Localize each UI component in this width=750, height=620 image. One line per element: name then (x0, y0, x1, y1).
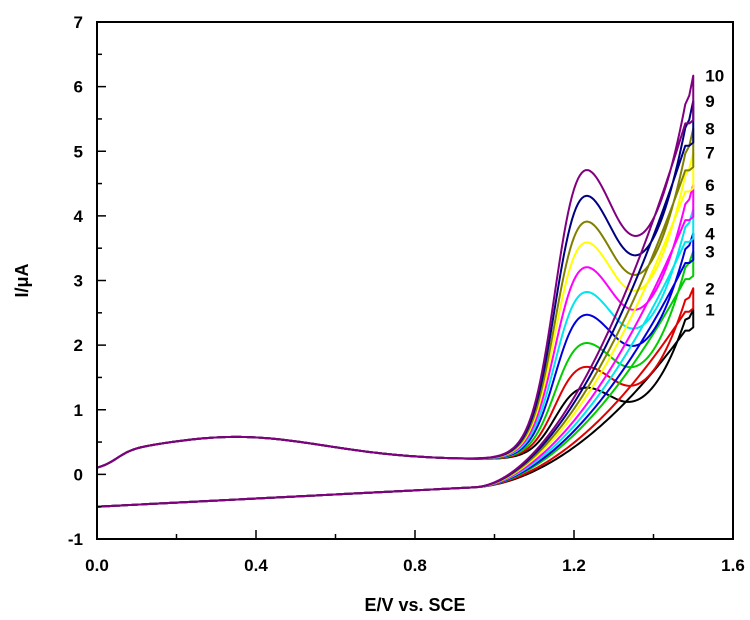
y-tick-label: 2 (74, 336, 83, 355)
curve-labels-group: 1 2 34 5 6 7 8 9 10 (705, 67, 724, 320)
curve-label-5: 5 (705, 200, 714, 219)
y-axis-title: I/μA (12, 263, 32, 297)
x-axis-title: E/V vs. SCE (364, 595, 465, 615)
y-tick-label: 3 (74, 272, 83, 291)
curve-label-2: 2 (705, 279, 714, 298)
curve-label-4: 4 (705, 224, 715, 243)
plot-frame (96, 21, 734, 540)
series-line-7 (96, 151, 695, 508)
y-tick-label: 7 (74, 13, 83, 32)
y-tick-label: 0 (74, 465, 83, 484)
x-tick-label: 0.0 (85, 556, 109, 575)
x-tick-label: 1.2 (562, 556, 586, 575)
series-line-6 (96, 183, 695, 508)
y-tick-label: 6 (74, 78, 83, 97)
y-tick-label: -1 (68, 530, 83, 549)
x-tick-label: 1.6 (721, 556, 745, 575)
curve-label-9: 9 (705, 92, 714, 111)
curve-label-6: 6 (705, 176, 714, 195)
y-tick-label: 4 (74, 207, 84, 226)
curve-label-10: 10 (705, 67, 724, 86)
curve-label-8: 8 (705, 120, 714, 139)
curve-label-1: 1 (705, 301, 714, 320)
series-line-8 (96, 127, 695, 508)
y-tick-label: 5 (74, 142, 83, 161)
x-tick-label: 0.8 (403, 556, 427, 575)
x-tick-label: 0.4 (244, 556, 268, 575)
curves-group (96, 74, 695, 508)
y-tick-label: 1 (74, 401, 83, 420)
series-line-10 (96, 74, 695, 508)
curve-label-7: 7 (705, 144, 714, 163)
curve-label-3: 3 (705, 242, 714, 261)
